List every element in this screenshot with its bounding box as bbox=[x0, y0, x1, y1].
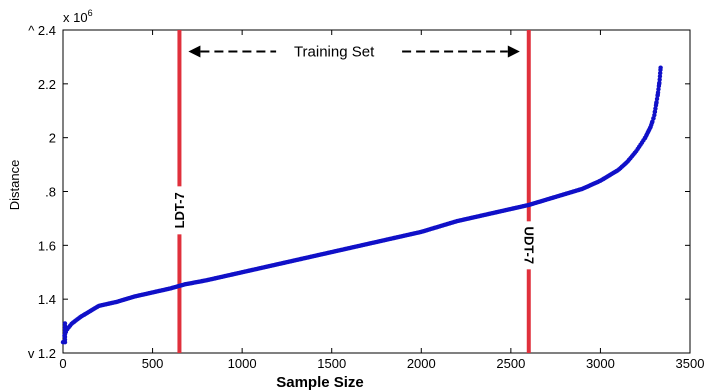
training-set-label: Training Set bbox=[294, 44, 375, 61]
data-point bbox=[657, 74, 663, 79]
threshold-label-bg bbox=[519, 221, 538, 270]
x-axis-title: Sample Size bbox=[276, 374, 364, 391]
y-tick-label: v 1.2 bbox=[28, 346, 56, 361]
data-point bbox=[62, 321, 68, 326]
x-tick-label: 0 bbox=[59, 356, 66, 371]
x-tick-label: 1500 bbox=[317, 356, 346, 371]
data-point bbox=[656, 87, 661, 92]
data-point bbox=[657, 80, 662, 85]
training-set-arrowhead-left bbox=[188, 45, 201, 58]
y-tick-group: v 1.2 1.4 1.6 .8 2 2.2 ^ 2.4 bbox=[28, 23, 690, 361]
data-point bbox=[655, 90, 661, 95]
data-point bbox=[652, 112, 657, 118]
data-points bbox=[60, 65, 663, 345]
x-tick-label: 500 bbox=[142, 356, 164, 371]
data-point bbox=[657, 77, 662, 82]
data-point bbox=[657, 70, 663, 76]
x-tick-label: 3000 bbox=[586, 356, 615, 371]
y-tick-label: 2 bbox=[49, 131, 56, 146]
y-tick-label: 2.2 bbox=[38, 77, 56, 92]
threshold-label-bg bbox=[170, 186, 189, 235]
y-multiplier-label: x 106 bbox=[63, 8, 93, 25]
data-point bbox=[654, 99, 659, 105]
threshold-label: UDT-7 bbox=[521, 227, 536, 265]
plot-frame bbox=[62, 29, 691, 354]
data-point bbox=[652, 109, 658, 115]
training-set-annotation: Training Set bbox=[188, 44, 520, 61]
data-point bbox=[654, 96, 660, 102]
threshold-label: LDT-7 bbox=[172, 192, 187, 228]
x-tick-label: 3500 bbox=[676, 356, 705, 371]
data-point bbox=[658, 67, 663, 73]
data-point bbox=[653, 106, 658, 111]
x-tick-label: 1000 bbox=[228, 356, 257, 371]
data-point bbox=[656, 83, 662, 89]
training-set-arrowhead-right bbox=[507, 45, 520, 58]
x-tick-label: 2500 bbox=[496, 356, 525, 371]
vertical-lines: LDT-7 UDT-7 bbox=[170, 30, 538, 353]
data-point bbox=[655, 93, 660, 98]
y-tick-label: ^ 2.4 bbox=[28, 23, 56, 38]
y-axis-title: Distance bbox=[7, 160, 22, 211]
y-tick-label: 1.4 bbox=[38, 292, 56, 307]
y-tick-label: .8 bbox=[45, 185, 56, 200]
x-tick-group: 0 500 1000 1500 2000 2500 3000 3500 bbox=[59, 30, 704, 371]
y-tick-label: 1.6 bbox=[38, 238, 56, 253]
x-tick-label: 2000 bbox=[407, 356, 436, 371]
data-point bbox=[653, 103, 659, 108]
